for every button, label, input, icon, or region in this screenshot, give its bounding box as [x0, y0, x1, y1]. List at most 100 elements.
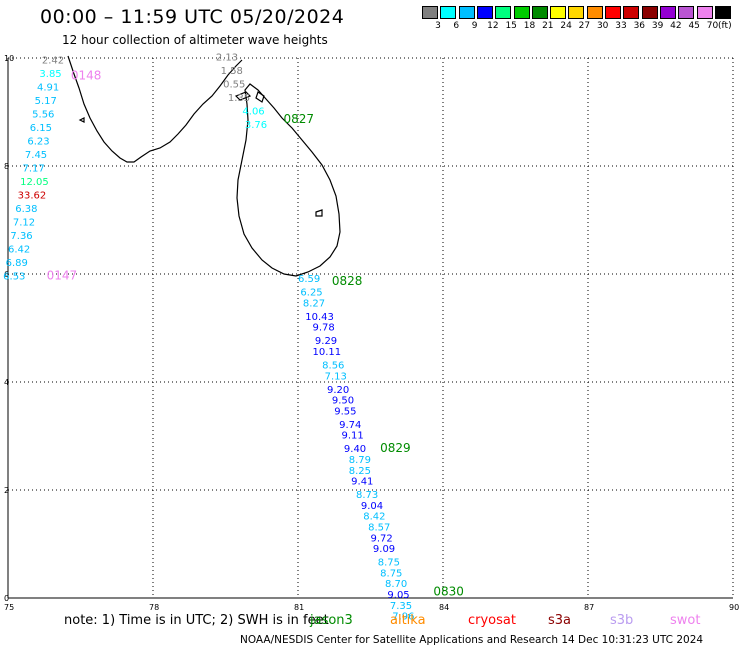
x-tick-label: 78 [149, 603, 159, 612]
swh-value: 7.96 [392, 612, 414, 623]
legend-swatch [513, 6, 530, 19]
swh-value: 1.58 [221, 66, 243, 77]
swh-value: 9.50 [332, 396, 354, 407]
mission-label: s3b [610, 613, 634, 628]
swh-value: 8.73 [356, 490, 378, 501]
swh-value: 9.74 [339, 420, 361, 431]
legend-label: 3 [435, 21, 441, 31]
legend-swatch [495, 6, 512, 19]
swh-value: 9.29 [315, 336, 337, 347]
swh-value: 6.15 [30, 123, 52, 134]
swh-value: 8.70 [385, 579, 407, 590]
legend-swatch [476, 6, 493, 19]
legend-swatch [659, 6, 676, 19]
swh-value: 6.23 [27, 136, 49, 147]
swh-value: 9.11 [342, 431, 364, 442]
swh-value: 3.76 [245, 120, 267, 131]
swh-value: 33.62 [18, 190, 47, 201]
legend-swatch [714, 6, 731, 19]
legend-label: 33 [615, 21, 627, 31]
footer-note: note: 1) Time is in UTC; 2) SWH is in fe… [64, 613, 329, 628]
swh-value: 7.45 [25, 150, 47, 161]
jaffna-lagoon [255, 91, 265, 103]
x-tick-label: 87 [584, 603, 594, 612]
mission-label: jason3 [310, 613, 353, 628]
x-tick-label: 84 [439, 603, 449, 612]
mission-label: swot [670, 613, 701, 628]
swh-value: 6.89 [6, 258, 28, 269]
legend-swatch [531, 6, 548, 19]
swh-value: 2.42 [42, 55, 64, 66]
swh-value: 2.13 [216, 53, 238, 64]
y-tick-label: 4 [4, 378, 9, 387]
y-tick-label: 8 [4, 162, 9, 171]
india-coastline [67, 55, 243, 163]
legend-label: 70 [706, 21, 719, 31]
axis-ticks: 75 78 81 84 87 90 0 2 4 6 8 10 [4, 54, 739, 612]
legend-swatch [641, 6, 658, 19]
swh-value: 9.41 [351, 477, 373, 488]
pass-time-label: 0829 [380, 441, 411, 455]
mission-label: s3a [548, 613, 572, 628]
swh-value: 5.17 [35, 96, 57, 107]
legend-swatch [422, 6, 438, 19]
swh-value: 9.40 [344, 444, 366, 455]
swh-value: 6.42 [8, 244, 30, 255]
legend-swatch [568, 6, 585, 19]
legend-label: 45 [688, 21, 700, 31]
swh-value: 0.55 [223, 80, 245, 91]
pass-time-labels: 0148 0147 0827 0828 0829 0830 [47, 69, 464, 599]
legend-swatch [550, 6, 567, 19]
legend-label: 21 [542, 21, 554, 31]
legend-label: 24 [560, 21, 572, 31]
islet [78, 117, 85, 123]
swh-value: 8.75 [380, 568, 402, 579]
legend-label: 30 [596, 21, 609, 31]
legend-label: 39 [651, 21, 664, 31]
legend-label: 27 [578, 21, 591, 31]
swh-value: 1.35 [228, 93, 250, 104]
swh-value: 4.06 [242, 107, 264, 118]
legend-label: 42 [670, 21, 682, 31]
x-tick-label: 81 [294, 603, 304, 612]
swh-value: 10.11 [313, 347, 342, 358]
legend-swatch [458, 6, 475, 19]
swh-value: 7.35 [390, 601, 412, 612]
x-tick-label: 75 [4, 603, 14, 612]
swh-value: 8.56 [322, 361, 344, 372]
legend-label: 6 [453, 21, 460, 31]
swh-value: 9.78 [313, 323, 335, 334]
pass-time-label: 0148 [71, 69, 102, 83]
legend-label: 9 [471, 21, 478, 31]
map-title: 00:00 – 11:59 UTC 05/20/2024 [40, 6, 345, 28]
swh-value: 7.13 [325, 371, 347, 382]
legend-label: 12 [487, 21, 499, 31]
swh-value: 5.56 [32, 109, 54, 120]
legend-label: 36 [633, 21, 646, 31]
swh-value: 9.55 [334, 406, 356, 417]
swh-value: 7.36 [10, 231, 32, 242]
swh-value: 9.09 [373, 544, 395, 555]
mannar-island [234, 91, 252, 101]
y-tick-label: 6 [4, 270, 9, 279]
sri-lanka-coastline [236, 83, 341, 277]
legend-swatch [696, 6, 713, 19]
swh-value: 8.57 [368, 523, 390, 534]
x-tick-label: 90 [729, 603, 739, 612]
credit-line: NOAA/NESDIS Center for Satellite Applica… [240, 634, 704, 646]
y-tick-label: 0 [4, 594, 9, 603]
swh-value: 8.75 [378, 558, 400, 569]
swh-value: 6.59 [298, 274, 320, 285]
swh-value: 8.42 [363, 512, 385, 523]
coastline [67, 55, 341, 277]
swh-value: 3.85 [39, 69, 61, 80]
swh-value: 8.25 [349, 466, 371, 477]
map-subtitle: 12 hour collection of altimeter wave hei… [62, 33, 328, 47]
legend-swatch [586, 6, 603, 19]
legend-swatch [440, 6, 457, 19]
swh-value: 10.43 [305, 312, 334, 323]
swh-value: 9.04 [361, 501, 383, 512]
pass-time-label: 0147 [47, 268, 78, 282]
pass-time-label: 0827 [284, 112, 315, 126]
